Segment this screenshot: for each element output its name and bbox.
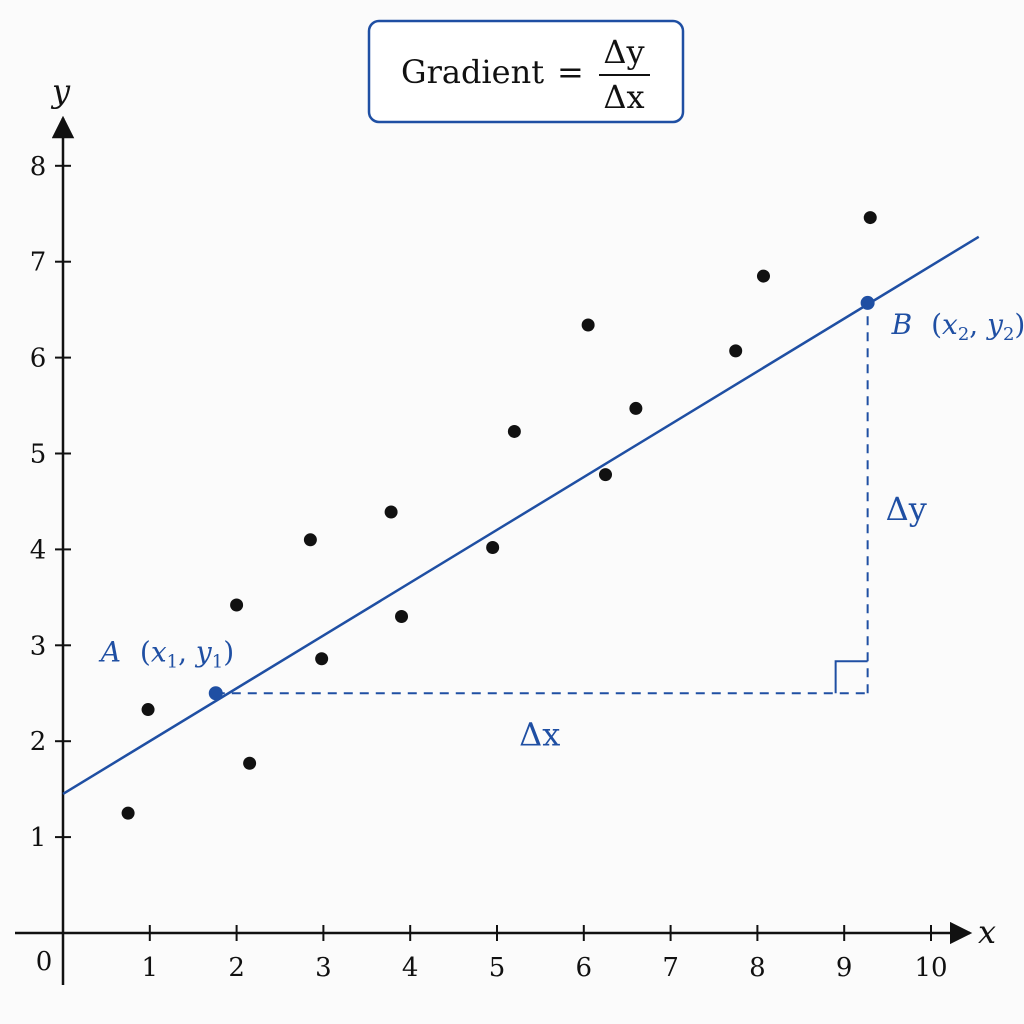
axes: x y 0 [15, 72, 996, 985]
y-tick-label: 1 [30, 823, 47, 853]
point-a-open-paren: ( [140, 635, 151, 668]
y-tick-label: 8 [30, 152, 47, 182]
data-point [507, 424, 521, 438]
data-point [243, 756, 257, 770]
trend-line [62, 235, 980, 796]
x-tick-label: 8 [749, 953, 766, 983]
point-a-label: A (x1, y1) [98, 635, 234, 672]
formula-box: Gradient = Δy Δx [367, 19, 685, 124]
data-point [230, 598, 244, 612]
data-point [756, 269, 770, 283]
data-point [141, 703, 155, 717]
y-tick-label: 6 [30, 344, 47, 374]
y-tick-label: 7 [30, 248, 47, 278]
y-axis-title: y [50, 72, 71, 110]
y-tick-label: 3 [30, 631, 47, 661]
data-point [384, 505, 398, 519]
point-a-y-sub: 1 [212, 651, 223, 672]
x-axis-title: x [978, 913, 996, 951]
point-b-y-sub: 2 [1003, 324, 1014, 345]
point-b-x-sub: 2 [958, 324, 969, 345]
data-point [581, 318, 595, 332]
point-a-y: y [194, 635, 213, 668]
y-axis-ticks: 1 2 3 4 5 6 7 8 [30, 152, 71, 853]
x-tick-label: 9 [836, 953, 853, 983]
formula-numerator: Δy [603, 33, 644, 71]
delta-y-label: Δy [886, 490, 927, 528]
x-axis-ticks: 1 2 3 4 5 6 7 8 9 10 [142, 925, 948, 983]
data-point [629, 401, 643, 415]
point-a-x: x [151, 635, 167, 668]
point-b-open-paren: ( [931, 308, 942, 341]
data-point [486, 540, 500, 554]
point-b-close-paren: ) [1014, 308, 1024, 341]
data-point [303, 533, 317, 547]
point-b-comma: , [969, 308, 987, 341]
point-a-comma: , [178, 635, 196, 668]
y-tick-label: 2 [30, 727, 47, 757]
point-a-name: A [98, 635, 121, 668]
right-angle-marker [834, 660, 868, 694]
data-point [121, 806, 135, 820]
point-a-marker [208, 686, 223, 701]
origin-label: 0 [36, 947, 53, 977]
data-point [395, 610, 409, 624]
data-point [599, 468, 612, 482]
y-tick-label: 5 [30, 440, 47, 470]
point-b-name: B [891, 308, 913, 341]
x-tick-label: 3 [315, 953, 332, 983]
point-b-x: x [942, 308, 958, 341]
point-a-x-sub: 1 [167, 651, 178, 672]
x-tick-label: 1 [142, 953, 159, 983]
scatter-points [121, 211, 877, 820]
x-tick-label: 10 [914, 953, 947, 983]
data-point [863, 211, 877, 225]
y-tick-label: 4 [30, 535, 47, 565]
formula-equals: = [557, 53, 584, 91]
data-point [315, 652, 329, 666]
x-tick-label: 2 [228, 953, 245, 983]
data-point [729, 344, 743, 358]
formula-lhs: Gradient [401, 53, 544, 91]
x-tick-label: 5 [489, 953, 506, 983]
point-b-y: y [985, 308, 1004, 341]
x-tick-label: 6 [576, 953, 593, 983]
point-a-close-paren: ) [223, 635, 234, 668]
x-tick-label: 7 [662, 953, 679, 983]
point-b-marker [860, 295, 875, 310]
formula-denominator: Δx [603, 78, 644, 116]
x-tick-label: 4 [402, 953, 419, 983]
formula-box-border [367, 19, 685, 124]
point-b-label: B (x2, y2) [891, 308, 1024, 345]
delta-x-label: Δx [519, 715, 560, 753]
